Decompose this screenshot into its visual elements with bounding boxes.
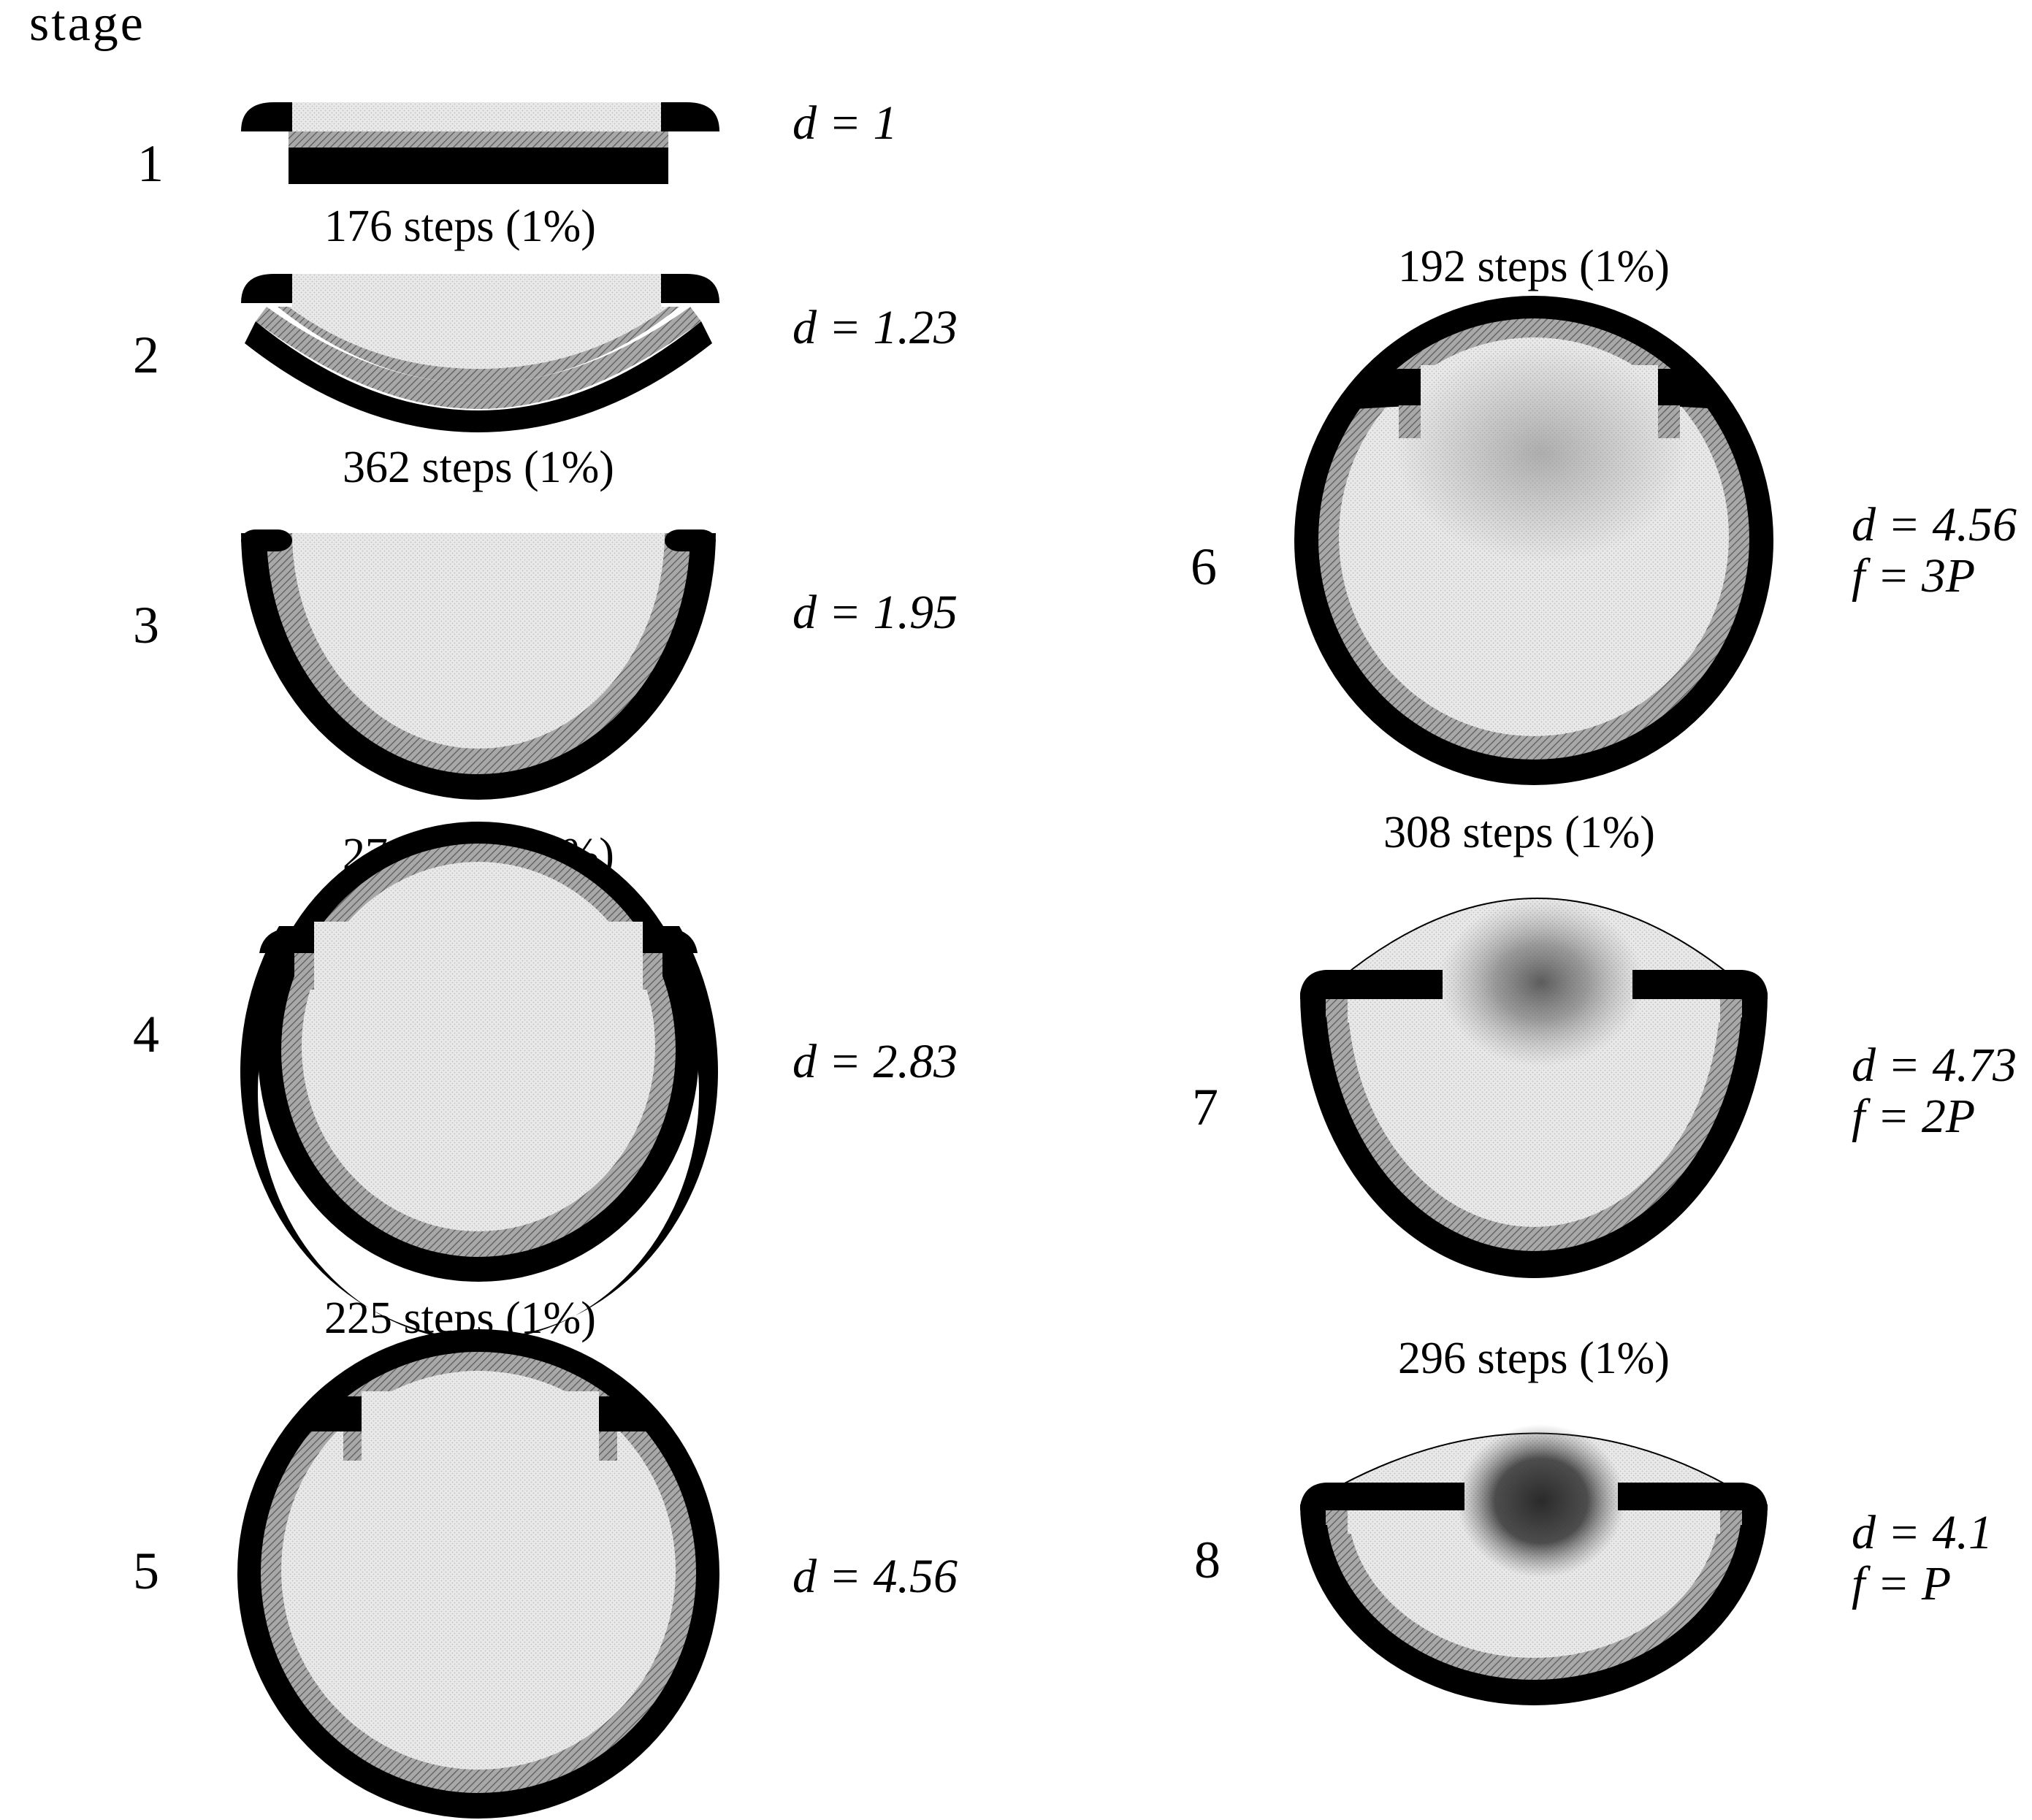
- stage-1-param-d: d = 1: [792, 96, 898, 150]
- stage-4-shape: [240, 822, 718, 1341]
- stage-3-shape: [241, 529, 716, 800]
- stage-7-param-d: d = 4.73: [1852, 1039, 2017, 1092]
- transition-5-6-steps: 192 steps (1%): [1398, 242, 1670, 291]
- transition-6-7-steps: 308 steps (1%): [1383, 808, 1655, 857]
- stage-3-param-d: d = 1.95: [792, 586, 958, 639]
- stage-2-shape: [241, 274, 719, 432]
- stage-2-param-d: d = 1.23: [792, 301, 958, 354]
- stage-4-param-d: d = 2.83: [792, 1035, 958, 1088]
- stage-4-label: 4: [133, 1005, 159, 1063]
- stage-6-param-d: d = 4.56: [1852, 498, 2017, 551]
- transition-7-8-steps: 296 steps (1%): [1398, 1334, 1670, 1383]
- stage-8-shape: [1300, 1424, 1768, 1705]
- stage-1-shape: [241, 102, 719, 184]
- stage-5-label: 5: [133, 1542, 159, 1600]
- stage-8-param-f: f = P: [1852, 1557, 1951, 1610]
- transition-1-2-steps: 176 steps (1%): [324, 202, 596, 251]
- diagram-title: stage: [29, 0, 145, 52]
- stage-1-label: 1: [137, 134, 164, 193]
- transition-2-3-steps: 362 steps (1%): [343, 443, 614, 492]
- stage-5-shape: [237, 1329, 719, 1819]
- stage-6-label: 6: [1191, 538, 1217, 596]
- stage-7-shape: [1300, 898, 1768, 1278]
- stage-8-param-d: d = 4.1: [1852, 1506, 1993, 1559]
- stage-6-dense-region: [1395, 343, 1687, 562]
- stage-8-dense-region: [1457, 1424, 1625, 1578]
- stage-6-param-f: f = 3P: [1852, 549, 1975, 603]
- stage-3-label: 3: [133, 596, 159, 654]
- stage-8-label: 8: [1194, 1531, 1221, 1589]
- stage-7-dense-region: [1439, 898, 1643, 1066]
- stage-2-label: 2: [133, 326, 159, 384]
- stage-6-shape: [1294, 296, 1773, 785]
- stage-7-label: 7: [1192, 1078, 1218, 1136]
- stage-5-param-d: d = 4.56: [792, 1550, 958, 1603]
- stage-7-param-f: f = 2P: [1852, 1090, 1975, 1143]
